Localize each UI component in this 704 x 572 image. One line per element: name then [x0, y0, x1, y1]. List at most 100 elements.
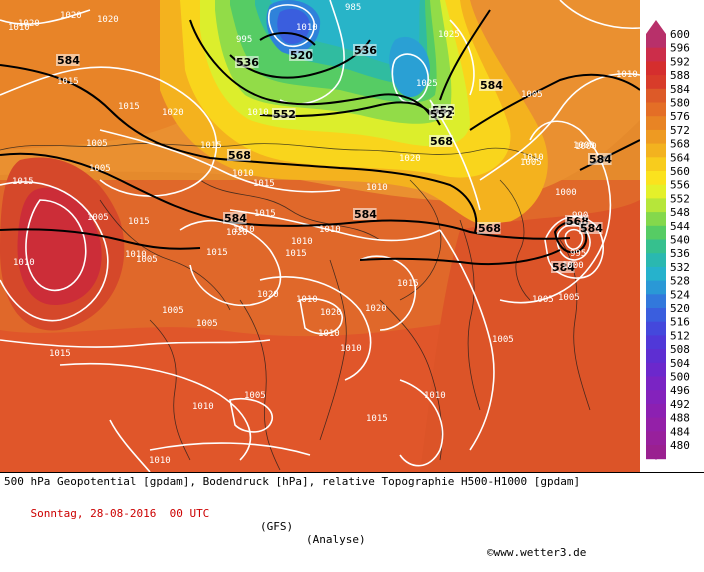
credit-link[interactable]: ©www.wetter3.de — [487, 546, 587, 559]
isobar-label: 1010 — [319, 225, 341, 235]
legend-tick-label: 488 — [670, 412, 690, 425]
coastlines — [0, 143, 591, 471]
isobar-label: 1010 — [522, 153, 544, 163]
isobar-label: 1015 — [118, 102, 140, 112]
legend-swatch — [646, 171, 666, 186]
isobar-label: 1005 — [86, 139, 108, 149]
isobar-label: 1010 — [318, 329, 340, 339]
isobar-label: 1015 — [366, 414, 388, 424]
legend-tick-label: 512 — [670, 329, 690, 342]
isobar-label: 1025 — [438, 30, 460, 40]
isobar-label: 1010 — [424, 391, 446, 401]
map-description: 500 hPa Geopotential [gpdam], Bodendruck… — [4, 475, 581, 488]
legend-swatch — [646, 294, 666, 309]
isobar-label: 1020 — [162, 108, 184, 118]
legend-swatch — [646, 266, 666, 282]
isobar-label: 1005 — [89, 164, 111, 174]
color-scale-legend: 6005965925885845805765725685645605565525… — [640, 0, 704, 472]
geopotential-label: 552 — [430, 108, 453, 121]
legend-swatch — [646, 390, 666, 405]
isobar-label: 1000 — [555, 188, 577, 198]
legend-tick-label: 540 — [670, 234, 690, 247]
isobar-label: 1015 — [57, 77, 79, 87]
legend-tick-label: 560 — [670, 165, 690, 178]
legend-swatch — [646, 116, 666, 131]
legend-tick-label: 548 — [670, 206, 690, 219]
geopotential-label: 584 — [480, 79, 503, 92]
legend-tick-label: 576 — [670, 110, 690, 123]
legend-tick-label: 584 — [670, 83, 690, 96]
isobar-label: 1005 — [244, 391, 266, 401]
isobar-label: 1020 — [60, 11, 82, 21]
legend-swatch — [646, 417, 666, 432]
isobar-label: 995 — [570, 249, 586, 259]
model-name: (GFS) — [260, 520, 294, 533]
isobar-label: 1005 — [136, 255, 158, 265]
legend-swatch — [646, 239, 666, 254]
isobar-label: 1005 — [558, 293, 580, 303]
isobar-label: 1015 — [285, 249, 307, 259]
isobar-label: 1020 — [97, 15, 119, 25]
geopotential-label: 584 — [580, 222, 603, 235]
isobar-label: 1025 — [416, 79, 438, 89]
isobar-label: 1010 — [296, 23, 318, 33]
isobar-label: 1010 — [125, 250, 147, 260]
isobar-label: 1005 — [532, 295, 554, 305]
legend-swatch — [646, 431, 666, 446]
geopotential-labels: 5845845845845845845205365365525525525685… — [56, 44, 612, 274]
isobar-label: 1020 — [320, 308, 342, 318]
legend-tick-label: 520 — [670, 302, 690, 315]
isobar-label: 1020 — [18, 19, 40, 29]
legend-tick-label: 504 — [670, 357, 690, 370]
isobar-label: 1005 — [162, 306, 184, 316]
geopotential-label: 584 — [224, 212, 247, 225]
legend-tick-label: 484 — [670, 425, 690, 438]
isobar-label: 1015 — [253, 179, 275, 189]
geopotential-label: 536 — [354, 44, 377, 57]
isobar-label: 1010 — [233, 225, 255, 235]
isobar-label: 1005 — [520, 158, 542, 168]
isobar-label: 1010 — [340, 344, 362, 354]
geopotential-label: 584 — [354, 208, 377, 221]
legend-swatch — [646, 403, 666, 419]
legend-tick-label: 516 — [670, 316, 690, 329]
isobar-label: 1005 — [87, 213, 109, 223]
isobar-label: 1015 — [206, 248, 228, 258]
legend-swatch — [646, 102, 666, 117]
isobar-label: 1005 — [196, 319, 218, 329]
map-date: Sonntag, 28-08-2016 00 UTC — [30, 507, 210, 520]
isobar-label: 1000 — [562, 261, 584, 271]
isobar-label: 1005 — [521, 90, 543, 100]
geopotential-label: 568 — [228, 149, 251, 162]
legend-swatch — [646, 225, 666, 240]
legend-swatch — [646, 308, 666, 323]
legend-tick-label: 552 — [670, 192, 690, 205]
legend-tick-label: 564 — [670, 151, 690, 164]
legend-swatch — [646, 198, 666, 213]
geopotential-label: 584 — [589, 153, 612, 166]
legend-swatch — [646, 157, 666, 172]
map-footer: 500 hPa Geopotential [gpdam], Bodendruck… — [0, 472, 704, 559]
legend-swatch — [646, 184, 666, 199]
isobar-label: 1005 — [492, 335, 514, 345]
legend-tick-label: 588 — [670, 69, 690, 82]
legend-tick-label: 568 — [670, 138, 690, 151]
geopotential-label: 568 — [478, 222, 501, 235]
isobar-label: 1010 — [13, 258, 35, 268]
legend-tick-label: 528 — [670, 275, 690, 288]
legend-swatch — [646, 88, 666, 103]
legend-swatch — [646, 129, 666, 145]
isobar-label: 1010 — [192, 402, 214, 412]
isobar-label: 1015 — [200, 141, 222, 151]
isobar-label: 1020 — [399, 154, 421, 164]
legend-swatch — [646, 34, 666, 49]
legend-swatch — [646, 75, 666, 90]
isobar-label: 990 — [572, 211, 588, 221]
isobar-label: 1020 — [226, 228, 248, 238]
isobar-label: 1010 — [291, 237, 313, 247]
legend-swatch — [646, 335, 666, 350]
geopotential-label: 536 — [236, 56, 259, 69]
map-meta-line: Sonntag, 28-08-2016 00 UTC (GFS) (Analys… — [4, 494, 700, 572]
legend-swatch — [646, 362, 666, 377]
